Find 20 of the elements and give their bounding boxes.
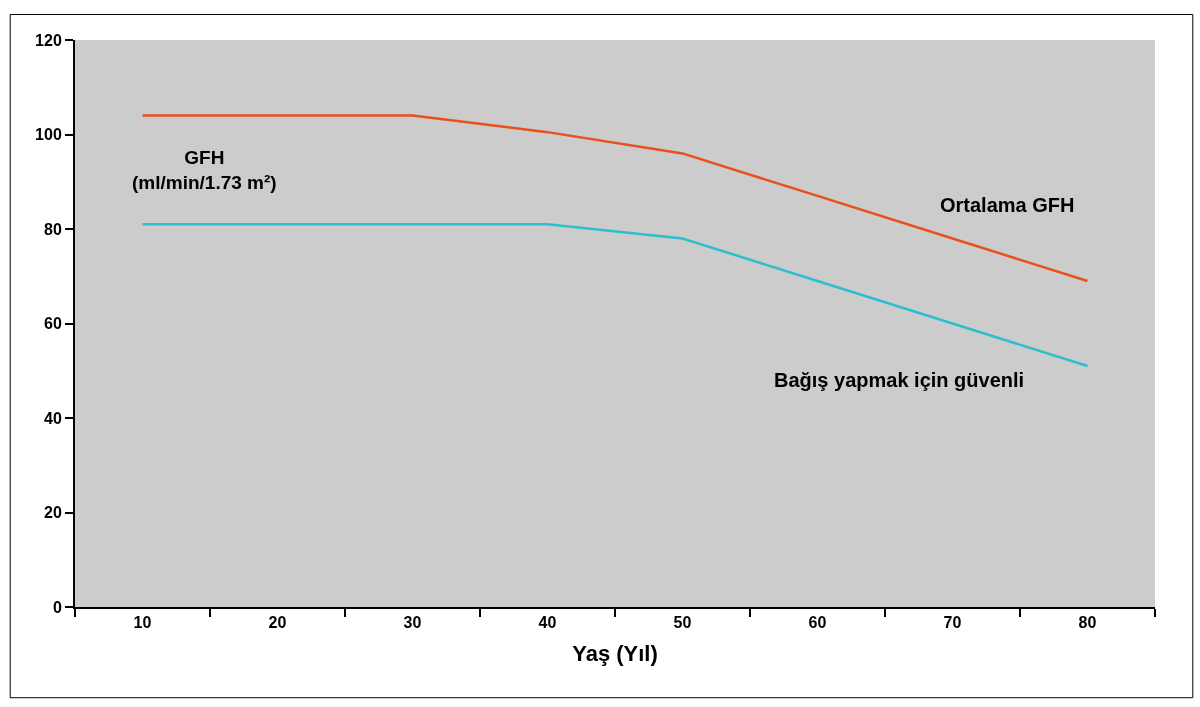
x-tick-label: 10 [133,614,152,632]
y-tick-label: 20 [44,504,62,522]
x-tick-label: 80 [1078,614,1097,632]
x-axis-title: Yaş (Yıl) [572,640,658,666]
y-axis-title: GFH (ml/min/1.73 m²) [132,147,277,193]
series-label: Ortalama GFH [940,194,1075,216]
x-tick-label: 30 [403,614,422,632]
x-tick-label: 70 [943,614,962,632]
line-series [141,223,1089,368]
y-tick-label: 120 [35,31,62,49]
x-tick-label: 40 [538,614,557,632]
y-tick-label: 40 [44,409,62,427]
series-label: Bağış yapmak için güvenli [774,369,1025,391]
x-tick-label: 20 [268,614,287,632]
x-tick-label: 60 [808,614,827,632]
y-tick-label: 60 [44,315,62,333]
y-tick-label: 80 [44,220,62,238]
y-tick-label: 0 [52,598,62,616]
y-tick-label: 100 [35,126,62,144]
x-tick-label: 50 [673,614,692,632]
